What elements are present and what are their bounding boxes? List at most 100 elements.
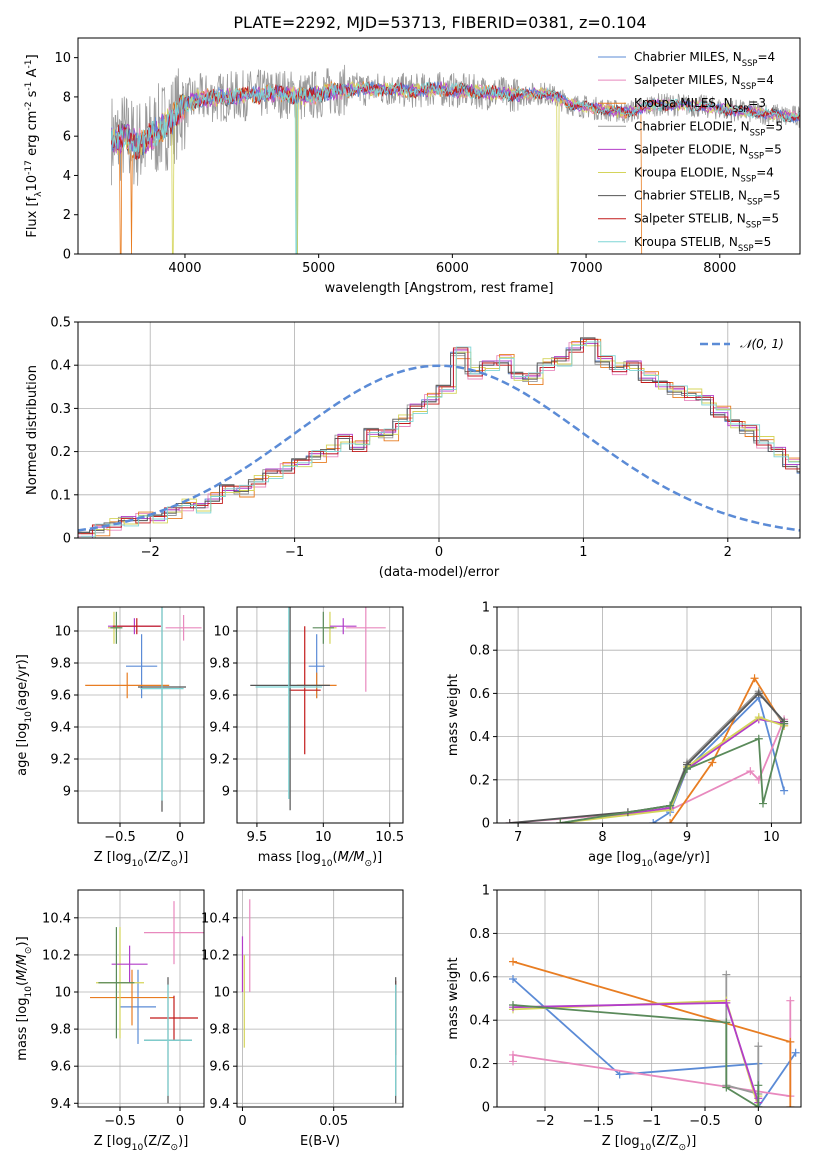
legend-label-normal: 𝒩(0, 1) [740,337,784,351]
axes-frame [77,606,205,824]
mass_weight_vs_age-line-green [560,723,785,823]
mass_weight_vs_age-marker-green [754,734,763,743]
mass_weight_vs_age-marker-kroupa_elodie [754,713,763,722]
mass_weight_vs_z-line-kroupa_elodie [512,999,760,1107]
mass_weight_vs_z-marker-kroupa_miles [786,1037,795,1046]
mass_vs_ebv-panel: 0 0.05 9.4 9.6 9.8 10 10.2 10.4 E(B-V) [201,889,404,1149]
mass_weight_vs_age-marker-kroupa_miles [708,758,717,767]
x-axis-label: Z [log10(Z/Z⊙)] [94,1134,189,1153]
axes-frame [236,606,404,824]
mass_weight_vs_z-marker-salpeter_miles [509,1050,517,1059]
mass_weight_vs_z-marker-kroupa_miles [509,957,517,966]
x-tick-label: 0 [238,1114,246,1129]
figure-title: PLATE=2292, MJD=53713, FIBERID=0381, z=0… [233,13,646,32]
y-tick-label: 0.1 [50,488,71,503]
mass_weight_vs_age-marker-green [759,799,767,808]
legend-label-chabrier_stelib: Chabrier STELIB, NSSP=5 [634,189,780,207]
y-tick-label: 9 [63,785,71,800]
y-tick-label: 9.6 [50,1060,71,1075]
mass_weight_vs_age-marker-chabrier_miles [780,786,789,795]
mass_weight_vs_z-marker-chabrier_elodie [722,970,731,979]
x-tick-label: 10 [763,830,780,845]
y-tick-label: 10 [54,986,71,1001]
y-tick-label: 4 [63,169,71,184]
mass_weight_vs_age-marker-green [683,765,691,773]
y-tick-label: 0.3 [50,402,71,417]
x-axis-label: E(B-V) [300,1134,340,1149]
axes-frame [236,889,404,1108]
normal-curve [78,364,800,532]
mass_weight_vs_age-marker-kroupa_miles [750,674,759,683]
spectrum-panel: 4000 5000 6000 7000 8000 0 2 4 6 8 10 wavelength [A… [24,37,801,296]
y-tick-label: 9.8 [50,657,71,672]
mass_weight_vs_z-plot-area [509,957,800,1107]
age_vs_mass-plot-area [250,607,386,811]
legend-label-chabrier_elodie: Chabrier ELODIE, NSSP=5 [634,119,783,137]
legend-label-salpeter_miles: Salpeter MILES, NSSP=4 [634,73,774,91]
mass_vs_ebv-plot-area [241,899,397,1104]
histogram-kroupa_miles [80,338,800,537]
legend-label-kroupa_stelib: Kroupa STELIB, NSSP=5 [634,235,771,253]
x-tick-label: −2 [141,545,160,560]
residuals-plot-area [78,337,800,538]
age_vs_mass-panel: 9.5 10 10.5 9 9.2 9.4 9.6 9.8 10 mass [log10(M/M⊙… [209,606,404,869]
y-tick-label: 9 [222,785,230,800]
y-axis-label: mass weight [446,957,461,1039]
x-tick-label: 10.5 [375,830,404,845]
mass_weight_vs_z-marker-kroupa_miles [786,1103,795,1107]
histogram-salpeter_stelib [78,338,800,535]
mass_weight_vs_z-marker-green [509,1001,517,1010]
y-tick-label: 8 [63,90,71,105]
y-axis-label: mass weight [446,674,461,756]
y-tick-label: 10.4 [201,911,230,926]
mass_weight_vs_age-marker-green [780,719,789,728]
mass_weight_vs_z-line-chabrier_elodie [725,974,760,1096]
mass_weight_vs_age-marker-chabrier_miles [649,819,658,823]
mass_weight_vs_z-panel: −2 −1.5 −1 −0.5 0 0 0.2 0.4 0.6 0.8 1 Z [log10(Z/Z⊙… [446,884,802,1153]
legend-label-salpeter_stelib: Salpeter STELIB, NSSP=5 [634,212,779,230]
x-tick-label: 10 [315,830,332,845]
x-tick-label: 0 [754,1114,762,1129]
y-tick-label: 0.5 [50,316,71,331]
mass_weight_vs_z-marker-green [722,1083,731,1092]
age_vs_z-plot-area [85,607,202,812]
histogram-chabrier_miles [78,338,800,535]
x-tick-label: −0.5 [104,830,136,845]
y-tick-label: 9.6 [209,689,230,704]
mass_weight_vs_age-marker-chabrier_stelib [754,689,763,698]
y-tick-label: 0.4 [469,1014,490,1029]
y-tick-label: 9.2 [209,753,230,768]
histogram-kroupa_elodie [80,344,800,538]
x-tick-label: 8000 [703,261,736,276]
y-tick-label: 1 [482,884,490,899]
y-tick-label: 9.8 [209,1023,230,1038]
mass_weight_vs_age-marker-green [666,801,675,810]
x-tick-label: 9 [683,830,691,845]
x-tick-label: 1 [579,545,587,560]
residuals-panel: −2 −1 0 1 2 0 0.1 0.2 0.3 0.4 0.5 (data-model)/erro… [25,316,801,580]
x-axis-label: (data-model)/error [379,565,500,580]
x-tick-label: 7000 [570,261,603,276]
mass_weight_vs_z-marker-chabrier_elodie [754,1042,763,1051]
mass_weight_vs_age-line-kroupa_miles [669,676,785,823]
axes-frame [496,606,802,824]
spectrum-line-kroupa_stelib [111,81,800,254]
axes-frame [77,321,801,539]
mass_weight_vs_z-marker-green [754,1103,763,1107]
y-tick-label: 9.8 [50,1023,71,1038]
y-tick-label: 0.2 [50,445,71,460]
mass_weight_vs_z-line-salpeter_elodie [512,1001,760,1103]
y-axis-label: Normed distribution [25,365,40,495]
y-tick-label: 0.6 [469,687,490,702]
y-tick-label: 9.8 [209,657,230,672]
mass_vs_z-plot-area [90,901,204,1104]
legend-label-chabrier_miles: Chabrier MILES, NSSP=4 [634,50,775,68]
mass_weight_vs_age-marker-kroupa_miles [666,819,675,823]
y-tick-label: 10 [54,51,71,66]
x-axis-label: age [log10(age/yr)] [588,850,710,869]
y-tick-label: 9.4 [209,721,230,736]
spectrum-line-chabrier_miles [111,80,800,158]
x-axis-label: mass [log10(M/M⊙)] [258,850,382,869]
y-tick-label: 0.6 [469,970,490,985]
mass_weight_vs_z-marker-chabrier_miles [791,1048,800,1057]
